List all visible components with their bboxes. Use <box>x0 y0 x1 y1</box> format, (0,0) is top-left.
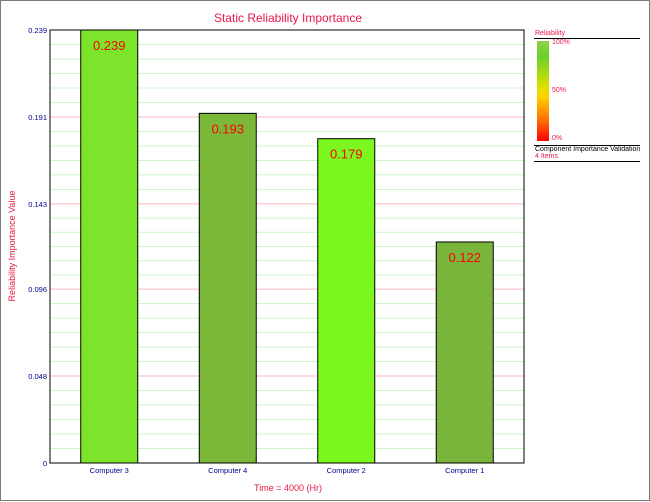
plot-frame <box>49 29 525 464</box>
y-tick-label: 0.048 <box>28 372 47 381</box>
x-tick-label: Computer 4 <box>208 466 247 475</box>
y-tick-label: 0.143 <box>28 200 47 209</box>
y-axis-label: Reliability Importance Value <box>7 191 17 302</box>
bar <box>80 29 139 464</box>
legend-tick-0: 0% <box>552 135 563 142</box>
legend-divider-bottom <box>534 161 640 162</box>
bar-value-label: 0.239 <box>93 38 126 53</box>
x-tick-label: Computer 3 <box>90 466 129 475</box>
legend-item-count: 4 Items <box>535 153 558 160</box>
legend-color-scale <box>537 41 549 141</box>
bar <box>317 138 376 464</box>
legend-divider-middle <box>534 145 640 146</box>
legend-document-name: Component Importance Validation <box>535 146 641 153</box>
chart-title: Static Reliability Importance <box>214 11 362 25</box>
bar-value-label: 0.193 <box>211 121 244 136</box>
bar <box>435 241 494 464</box>
bar-value-label: 0.122 <box>448 250 481 265</box>
bars-group <box>80 29 494 464</box>
x-axis-label: Time = 4000 (Hr) <box>254 483 322 493</box>
legend-tick-100: 100% <box>552 39 570 46</box>
y-tick-label: 0.191 <box>28 113 47 122</box>
y-tick-label: 0.096 <box>28 285 47 294</box>
bar-value-label: 0.179 <box>330 147 363 162</box>
legend-title: Reliability <box>535 30 565 37</box>
legend-divider-top <box>534 38 640 39</box>
value-labels-group: 0.239 0.193 0.179 0.122 <box>93 38 481 265</box>
x-tick-label: Computer 1 <box>445 466 484 475</box>
legend-tick-50: 50% <box>552 87 567 94</box>
axes-group: 0 0.048 0.096 0.143 0.191 0.239 Computer 3 Comp… <box>28 26 525 475</box>
bar <box>198 112 257 464</box>
y-tick-label: 0.239 <box>28 26 47 35</box>
y-tick-label: 0 <box>43 459 47 468</box>
x-tick-label: Computer 2 <box>327 466 366 475</box>
